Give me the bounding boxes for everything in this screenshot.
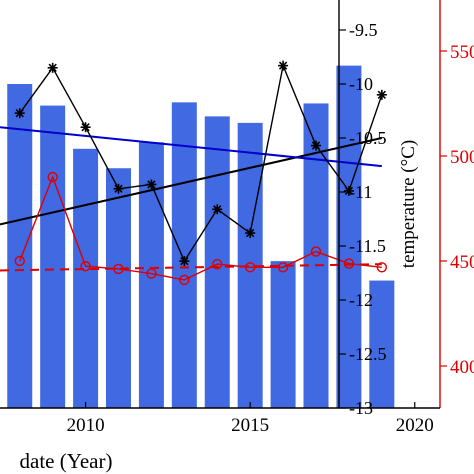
series-point [80, 122, 91, 133]
red-axis-tick-label: 400 [450, 357, 474, 378]
red-axis-tick-label: 550 [450, 42, 474, 63]
x-tick-label: 2015 [231, 415, 269, 436]
series-point [47, 62, 58, 73]
x-axis-label: date (Year) [20, 449, 113, 473]
series-point [212, 204, 223, 215]
series-point [244, 262, 256, 273]
series-point [113, 183, 124, 194]
series-point [310, 246, 322, 257]
plot-area [0, 60, 395, 409]
black-axis-tick-label: -10 [349, 74, 373, 94]
series-point [376, 262, 388, 273]
bar [204, 116, 230, 409]
bar [7, 84, 33, 408]
series-point [146, 268, 157, 279]
trend-line [0, 126, 382, 168]
series-point [179, 256, 190, 267]
trend-line [0, 137, 383, 226]
series-point [80, 261, 91, 272]
black-axis-tick-label: -11.5 [349, 236, 386, 256]
series-point [146, 179, 157, 190]
bar [369, 280, 395, 408]
bar [171, 102, 197, 409]
series-point [14, 108, 25, 119]
trend-line [0, 263, 382, 272]
black-axis-tick-label: -9.5 [349, 20, 378, 40]
series-line [19, 63, 383, 263]
series-point [343, 185, 354, 196]
series-point [376, 89, 387, 100]
series-point [179, 274, 190, 286]
bar [40, 105, 66, 408]
series-point [14, 255, 25, 267]
x-axis: 2010 2015 2020 [0, 402, 440, 436]
black-axis-tick-label: -12.5 [349, 344, 387, 364]
x-tick-label: 2010 [67, 415, 105, 436]
red-axis-tick-label: 500 [450, 147, 474, 168]
bar [106, 168, 131, 408]
bar [73, 148, 99, 409]
right-red-axis: 400 450 500 550 [439, 0, 474, 408]
series-point [311, 140, 321, 151]
series-line [19, 175, 382, 281]
red-axis-label: temperature (°C) [398, 140, 419, 268]
black-axis-tick-label: -11 [349, 182, 372, 202]
right-black-axis: -13-12.5-12-11.5-11-10.5-10-9.5 [338, 0, 387, 418]
series-point [278, 60, 289, 71]
series-point [47, 171, 58, 183]
series-point [343, 258, 355, 269]
bar [336, 65, 362, 408]
black-axis-tick-label: -10.5 [349, 128, 387, 148]
black-axis-tick-label: -12 [349, 290, 373, 310]
red-axis-tick-label: 450 [450, 252, 474, 273]
series-point [212, 258, 223, 270]
bar [270, 261, 296, 408]
series-point [113, 263, 124, 275]
x-tick-label: 2020 [396, 415, 434, 436]
series-point [277, 262, 289, 273]
series-point [245, 228, 256, 239]
